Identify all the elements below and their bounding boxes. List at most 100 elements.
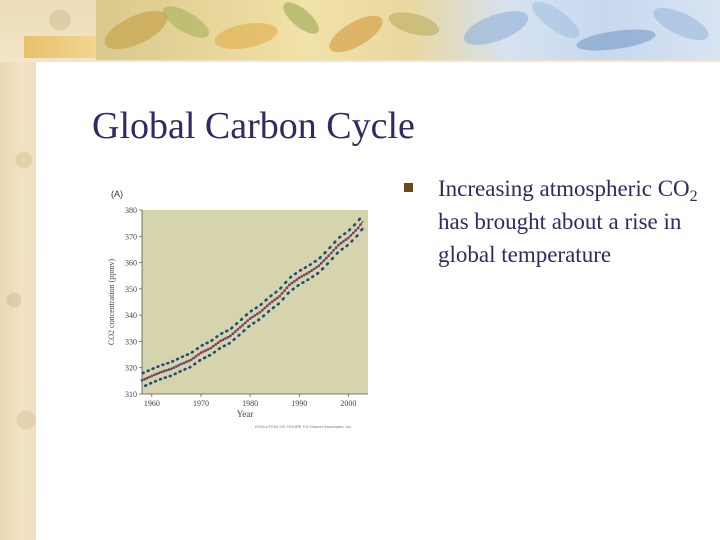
data-point xyxy=(257,318,261,321)
bullet-text-prefix: Increasing atmospheric CO xyxy=(438,176,690,201)
data-point xyxy=(149,381,153,385)
data-point xyxy=(265,298,268,301)
data-point xyxy=(164,376,167,379)
y-tick-label: 360 xyxy=(125,259,137,268)
y-tick-label: 350 xyxy=(125,285,137,294)
data-point xyxy=(220,331,224,335)
data-point xyxy=(186,353,190,356)
data-point xyxy=(166,361,170,365)
trend-line xyxy=(141,220,364,381)
data-point xyxy=(216,335,219,338)
plot-background xyxy=(142,210,368,394)
data-point xyxy=(351,239,354,242)
data-point xyxy=(225,329,229,332)
data-point xyxy=(348,228,352,231)
data-point xyxy=(157,365,160,368)
data-point xyxy=(284,280,288,284)
data-point xyxy=(358,217,362,221)
data-point xyxy=(162,363,165,366)
data-point xyxy=(287,291,290,294)
data-point xyxy=(144,384,148,387)
data-point xyxy=(189,365,192,369)
y-axis-label: CO2 concentration (ppmv) xyxy=(107,259,116,346)
data-point xyxy=(341,247,344,251)
x-tick-label: 1960 xyxy=(144,399,160,408)
data-point xyxy=(208,353,212,357)
data-point xyxy=(252,321,256,325)
data-point xyxy=(329,245,332,249)
data-point xyxy=(262,314,266,317)
data-point xyxy=(235,322,239,325)
bullet-square-icon xyxy=(404,183,413,192)
data-point xyxy=(240,317,244,321)
data-point xyxy=(206,341,209,344)
data-point xyxy=(223,344,226,347)
data-point xyxy=(213,350,217,354)
data-point xyxy=(203,356,207,359)
data-point xyxy=(356,234,359,237)
data-point xyxy=(248,324,251,328)
data-point xyxy=(289,275,293,279)
figure-credit: EVOLUTION 2/E FIGURE 9.5 Sinauer Associa… xyxy=(255,424,352,429)
y-tick-label: 340 xyxy=(125,311,137,320)
data-point xyxy=(243,329,246,332)
data-point xyxy=(299,268,303,272)
data-point xyxy=(279,286,283,289)
data-point xyxy=(333,240,337,243)
data-point xyxy=(233,337,236,341)
data-point xyxy=(191,350,195,354)
co2-chart: 310 320 330 340 350 360 370 380 1960 1970 1980 1990… xyxy=(107,206,368,419)
y-tick-label: 320 xyxy=(125,364,137,373)
data-point xyxy=(174,372,177,375)
x-axis-label: Year xyxy=(237,409,254,419)
leaf-banner-image xyxy=(96,0,720,60)
x-tick-label: 1990 xyxy=(291,399,307,408)
data-point xyxy=(171,359,175,363)
parchment-left-border xyxy=(0,0,36,540)
data-point xyxy=(304,266,308,269)
data-point xyxy=(176,357,180,361)
bullet-text-suffix: has brought about a rise in global tempe… xyxy=(438,209,682,267)
data-point xyxy=(159,377,163,381)
x-tick-label: 1970 xyxy=(193,399,209,408)
data-point xyxy=(147,369,150,372)
data-point xyxy=(196,347,199,350)
data-point xyxy=(324,250,327,254)
data-point xyxy=(306,278,310,281)
data-point xyxy=(152,367,155,370)
data-point xyxy=(346,244,349,247)
y-tick-label: 370 xyxy=(125,232,137,241)
data-point xyxy=(326,262,330,265)
gold-accent-bar xyxy=(24,36,100,58)
data-point xyxy=(361,227,364,231)
data-point xyxy=(277,302,280,305)
data-point xyxy=(353,223,357,226)
data-point xyxy=(309,263,312,266)
data-point xyxy=(230,326,234,329)
data-point xyxy=(282,297,285,300)
data-point xyxy=(255,306,258,309)
data-point xyxy=(292,287,295,291)
leaf-pattern xyxy=(104,1,709,53)
y-tick-label: 380 xyxy=(125,206,137,215)
data-point xyxy=(338,235,342,239)
data-point xyxy=(260,302,263,306)
x-tick-label: 2000 xyxy=(340,399,356,408)
slide-title: Global Carbon Cycle xyxy=(92,105,415,147)
y-tick-label: 330 xyxy=(125,337,137,346)
data-point xyxy=(311,275,315,278)
data-point xyxy=(272,306,276,309)
data-point xyxy=(193,362,197,365)
data-point xyxy=(142,371,145,375)
x-tick-label: 1980 xyxy=(242,399,258,408)
data-point xyxy=(267,309,271,313)
data-point xyxy=(319,255,322,259)
data-point xyxy=(238,333,241,337)
data-point xyxy=(250,309,253,312)
data-point xyxy=(228,341,231,345)
data-point xyxy=(154,379,158,383)
data-point xyxy=(218,347,222,350)
data-point xyxy=(169,374,172,378)
bullet-text: Increasing atmospheric CO2 has brought a… xyxy=(438,172,708,271)
data-point xyxy=(181,355,185,358)
